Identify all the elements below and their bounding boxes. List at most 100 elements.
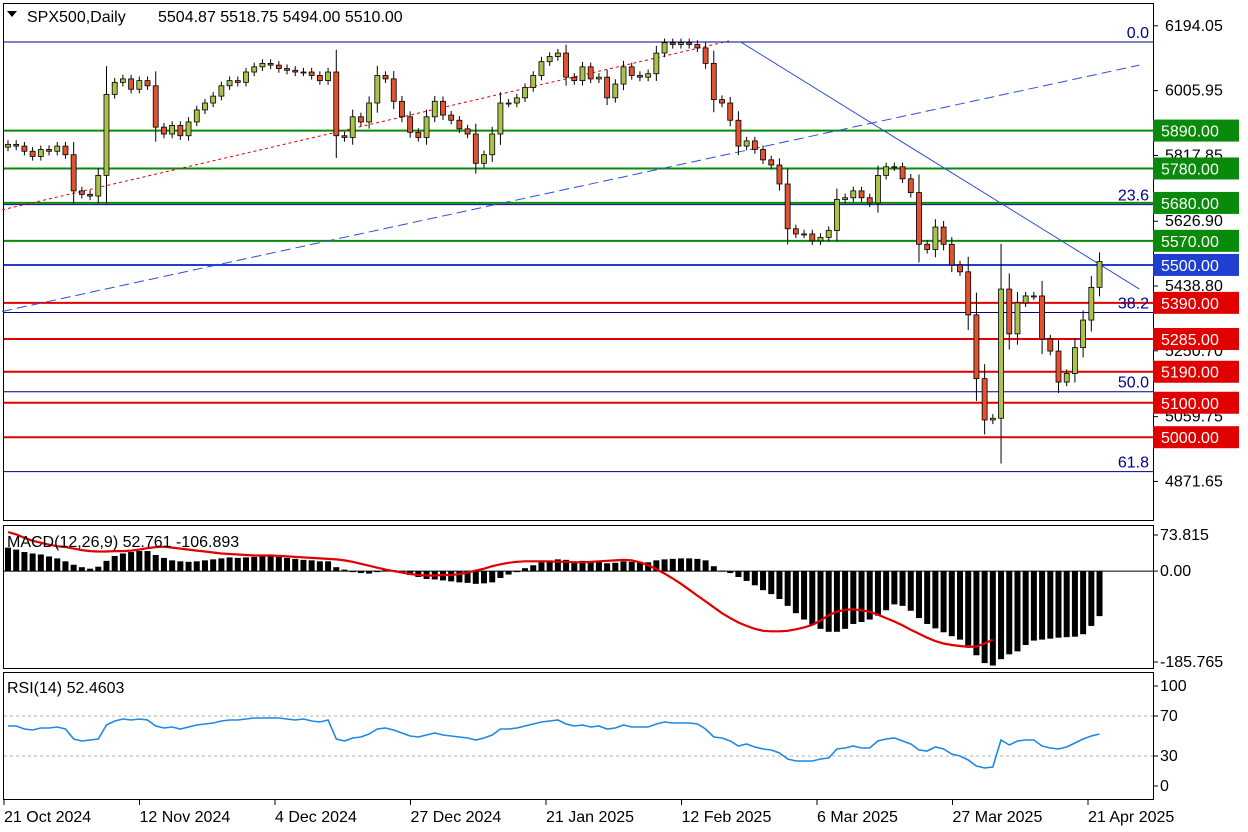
candle-body (768, 159, 775, 166)
candle-body (1096, 261, 1103, 288)
candle-body (973, 314, 980, 380)
candle-body (858, 190, 865, 199)
candle-body (522, 87, 528, 99)
macd-bar (70, 564, 77, 572)
macd-bar (62, 561, 69, 572)
macd-bar (275, 556, 282, 572)
trendline-dotted (2, 40, 730, 211)
macd-bar (1022, 571, 1029, 645)
trendlines (2, 40, 1140, 312)
macd-bar (284, 557, 291, 572)
macd-axis: 73.815 0.00 -185.765 (1153, 527, 1223, 671)
candle-body (37, 149, 44, 157)
candle-body (735, 119, 742, 147)
macd-bar (604, 563, 611, 572)
candle-body (13, 143, 20, 147)
price-tick-label: 5438.80 (1165, 278, 1223, 295)
candle-body (579, 66, 586, 82)
candlesticks (5, 38, 1103, 464)
candle-body (21, 145, 28, 152)
macd-tick-label: 0.00 (1160, 563, 1191, 580)
candle-body (957, 264, 963, 273)
fib-label: 38.2 (1118, 295, 1149, 312)
support-tag-bg (1153, 119, 1239, 142)
macd-bar (300, 559, 307, 572)
rsi-pane-frame (3, 672, 1154, 800)
time-tick-label: 12 Nov 2024 (140, 809, 231, 826)
candle-body (1030, 295, 1037, 298)
candle-body (850, 190, 857, 199)
trendline-solid (740, 41, 1140, 290)
candle-body (710, 63, 717, 100)
triangle-down-icon[interactable] (7, 11, 17, 17)
macd-label: MACD(12,26,9) 52.761 -106.893 (7, 534, 239, 551)
resistance-tag-bg (1153, 291, 1239, 314)
candle-body (407, 116, 414, 133)
candle-body (144, 80, 151, 87)
candle-body (316, 75, 323, 82)
macd-bar (653, 560, 660, 572)
macd-bar (628, 561, 635, 572)
macd-bar (1096, 571, 1103, 617)
macd-bar (448, 571, 455, 582)
candle-body (1072, 347, 1078, 374)
candle-body (653, 52, 660, 75)
candle-body (464, 128, 471, 135)
candle-body (243, 71, 249, 83)
macd-bar (308, 560, 315, 572)
candle-body (596, 76, 602, 80)
macd-bar (316, 561, 323, 572)
macd-bar (595, 561, 602, 572)
macd-bar (226, 557, 233, 572)
candle-body (842, 197, 849, 200)
level-tags: 5890.00 5780.00 5680.00 5570.00 5500.00 5390.… (1153, 119, 1239, 449)
candle-body (95, 174, 102, 197)
price-tick-label: 6005.95 (1165, 83, 1223, 100)
candle-body (415, 131, 422, 138)
macd-bar (251, 556, 258, 572)
macd-bar (152, 554, 159, 572)
candle-body (891, 166, 898, 169)
candle-body (341, 135, 348, 138)
candle-body (251, 66, 258, 73)
rsi-line (8, 717, 1100, 769)
macd-bar (136, 551, 143, 572)
macd-bar (243, 557, 250, 572)
candle-body (382, 75, 389, 80)
candle-body (275, 64, 282, 69)
macd-bar (768, 571, 775, 595)
candle-body (1047, 338, 1054, 352)
candle-body (333, 71, 340, 137)
candle-body (825, 230, 832, 238)
candle-body (719, 99, 725, 104)
macd-bar (119, 553, 126, 572)
candle-body (78, 190, 85, 195)
macd-signal-polyline (7, 530, 994, 649)
macd-bar (87, 568, 94, 572)
candle-body (5, 143, 11, 148)
candle-body (185, 121, 192, 137)
macd-bar (702, 560, 709, 572)
macd-bar (546, 560, 553, 572)
support-tag: 5780.00 (1161, 161, 1219, 178)
macd-bar (128, 552, 135, 572)
candle-body (202, 102, 208, 111)
candle-body (152, 85, 159, 128)
macd-bar (636, 561, 643, 572)
macd-bar (973, 571, 980, 656)
macd-bar (481, 571, 488, 584)
candle-body (177, 125, 184, 137)
rsi-tick-label: 30 (1160, 748, 1178, 765)
time-tick-label: 27 Dec 2024 (411, 809, 502, 826)
candle-body (727, 102, 734, 121)
rsi-tick-label: 0 (1160, 778, 1169, 795)
macd-bar (981, 571, 988, 664)
candle-body (481, 154, 487, 164)
time-tick-label: 21 Apr 2025 (1088, 809, 1174, 826)
candle-body (505, 102, 512, 105)
candle-body (267, 63, 274, 66)
candle-body (62, 145, 69, 156)
time-tick-label: 6 Mar 2025 (817, 809, 898, 826)
